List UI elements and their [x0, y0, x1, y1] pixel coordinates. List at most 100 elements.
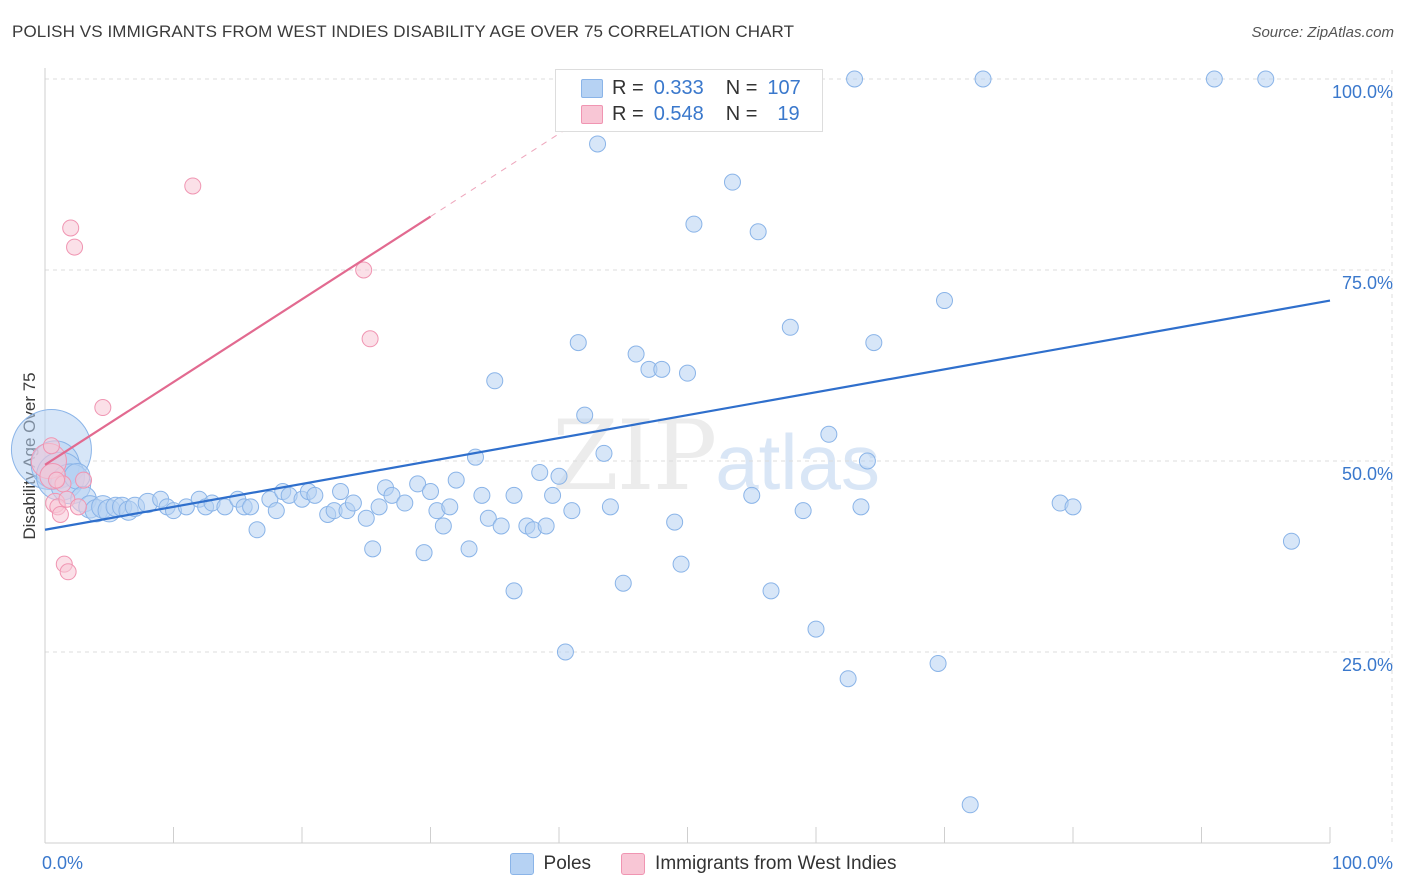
poles-point-86: [781, 318, 799, 336]
poles-point-96: [936, 292, 953, 310]
poles-point-26: [248, 521, 266, 539]
poles-point-63: [537, 517, 555, 535]
poles-point-89: [820, 425, 838, 443]
west-indies-point-14: [42, 437, 60, 455]
x-tick-label-0: 0.0%: [42, 853, 83, 873]
poles-point-70: [589, 135, 607, 153]
west-indies-r-value: 0.548: [653, 102, 704, 125]
poles-point-84: [762, 582, 780, 600]
poles-point-73: [614, 574, 632, 592]
west-indies-n-label: N =: [725, 102, 758, 125]
poles-point-88: [807, 620, 825, 638]
west-indies-trendline: [44, 215, 432, 466]
poles-point-36: [332, 483, 350, 501]
poles-point-95: [929, 654, 947, 672]
poles-point-22: [216, 498, 234, 516]
west-indies-swatch: [581, 104, 603, 124]
y-tick-label-2: 75.0%: [1342, 273, 1393, 293]
poles-point-71: [595, 444, 613, 462]
poles-point-74: [627, 345, 645, 363]
legend-item-west-indies[interactable]: Immigrants from West Indies: [621, 853, 896, 875]
poles-point-46: [415, 544, 433, 562]
poles-point-55: [479, 509, 497, 527]
poles-point-49: [434, 517, 452, 535]
poles-point-94: [865, 334, 883, 352]
poles-r-value: 0.333: [653, 76, 704, 99]
stats-row-poles: R = 0.333 N = 107: [581, 76, 801, 100]
poles-point-58: [505, 582, 523, 600]
poles-point-28: [267, 502, 285, 520]
west-indies-point-16: [69, 498, 87, 516]
poles-point-50: [441, 498, 459, 516]
poles-point-54: [473, 486, 491, 504]
y-tick-label-0: 25.0%: [1342, 655, 1393, 675]
poles-point-64: [544, 486, 562, 504]
poles-point-87: [794, 502, 812, 520]
west-indies-point-7: [62, 219, 80, 237]
poles-point-78: [672, 555, 690, 573]
poles-point-56: [486, 372, 504, 390]
poles-point-102: [1282, 532, 1300, 550]
poles-point-44: [396, 494, 414, 512]
west-indies-point-12: [355, 261, 373, 279]
poles-point-98: [974, 70, 992, 88]
west-indies-point-6: [59, 563, 77, 581]
stats-box: R = 0.333 N = 107 R = 0.548 N = 19: [555, 69, 823, 132]
west-indies-point-8: [66, 238, 84, 256]
poles-point-72: [601, 498, 619, 516]
legend-swatch-west-indies: [621, 853, 646, 875]
poles-point-79: [679, 364, 696, 382]
poles-swatch: [581, 78, 603, 98]
y-tick-label-3: 100.0%: [1332, 82, 1393, 102]
poles-point-101: [1257, 70, 1275, 88]
y-tick-label-1: 50.0%: [1342, 464, 1393, 484]
poles-point-57: [492, 517, 510, 535]
poles-point-92: [852, 498, 870, 516]
poles-point-45: [409, 475, 427, 493]
legend-label-poles: Poles: [543, 853, 592, 874]
poles-point-90: [839, 670, 857, 688]
poles-point-104: [749, 223, 767, 241]
poles-point-43: [383, 486, 401, 504]
poles-point-100: [1205, 70, 1223, 88]
poles-point-66: [556, 643, 574, 661]
poles-point-91: [846, 70, 864, 88]
poles-n-value: 107: [767, 76, 801, 99]
poles-point-59: [505, 486, 523, 504]
chart-title: POLISH VS IMMIGRANTS FROM WEST INDIES DI…: [12, 22, 795, 41]
poles-point-83: [743, 486, 761, 504]
poles-point-76: [653, 360, 671, 378]
west-indies-trendline-extension: [430, 116, 585, 217]
poles-point-40: [364, 540, 382, 558]
poles-point-47: [422, 483, 439, 501]
poles-point-52: [460, 540, 478, 558]
west-indies-n-value: 19: [777, 102, 800, 125]
west-indies-point-4: [51, 505, 69, 523]
poles-point-103: [1064, 498, 1082, 516]
poles-point-39: [357, 509, 375, 527]
west-indies-point-13: [361, 330, 379, 348]
west-indies-point-10: [94, 399, 112, 417]
poles-point-25: [242, 498, 260, 516]
poles-point-38: [344, 494, 362, 512]
legend-item-poles[interactable]: Poles: [509, 853, 592, 875]
legend-label-west-indies: Immigrants from West Indies: [655, 853, 897, 874]
legend-swatch-poles: [509, 853, 534, 875]
poles-point-68: [569, 334, 587, 352]
poles-n-label: N =: [725, 76, 758, 99]
poles-point-93: [858, 452, 876, 470]
poles-point-97: [961, 796, 979, 814]
poles-point-67: [563, 502, 581, 520]
west-indies-point-17: [48, 471, 66, 489]
poles-point-62: [531, 463, 549, 481]
poles-point-82: [723, 173, 741, 191]
poles-point-77: [666, 513, 684, 531]
west-indies-point-18: [75, 471, 93, 489]
poles-point-41: [370, 498, 388, 516]
poles-r-label: R =: [612, 76, 644, 99]
poles-point-65: [550, 467, 568, 485]
west-indies-point-11: [184, 177, 202, 195]
poles-point-80: [685, 215, 703, 233]
poles-trendline: [44, 299, 1331, 531]
